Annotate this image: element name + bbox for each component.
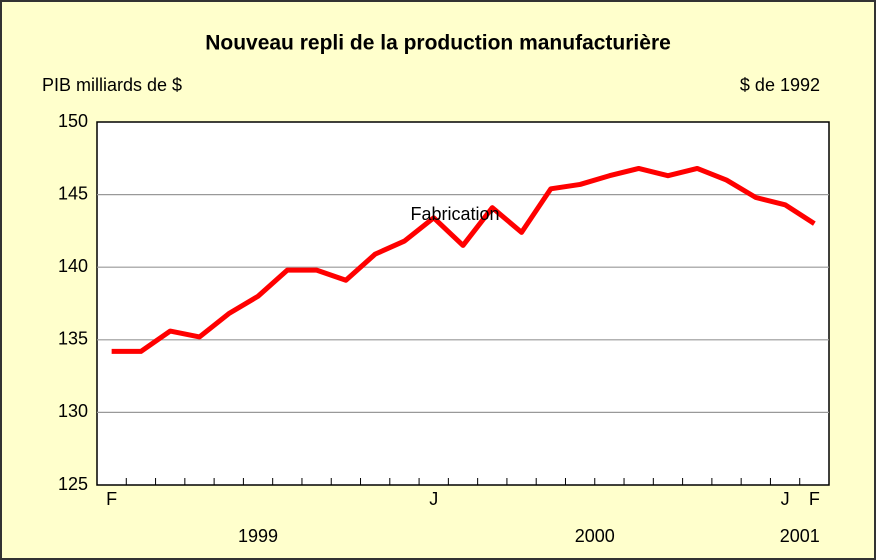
y-tick-label: 150 bbox=[58, 111, 88, 131]
annotation: Fabrication bbox=[410, 204, 499, 224]
x-tick-label: F bbox=[809, 489, 820, 509]
y-tick-label: 130 bbox=[58, 401, 88, 421]
x-group-label: 2001 bbox=[780, 526, 820, 546]
x-tick-label: J bbox=[429, 489, 438, 509]
x-group-label: 2000 bbox=[575, 526, 615, 546]
chart-title: Nouveau repli de la production manufactu… bbox=[205, 32, 671, 55]
plot-area bbox=[96, 121, 830, 486]
y-axis-label: PIB milliards de $ bbox=[42, 75, 182, 95]
x-group-label: 1999 bbox=[238, 526, 278, 546]
y-tick-label: 135 bbox=[58, 329, 88, 349]
y-tick-label: 140 bbox=[58, 256, 88, 276]
x-tick-label: F bbox=[106, 489, 117, 509]
x-tick-label: J bbox=[781, 489, 790, 509]
units-note: $ de 1992 bbox=[740, 75, 820, 95]
y-tick-label: 125 bbox=[58, 474, 88, 494]
y-tick-label: 145 bbox=[58, 183, 88, 203]
data-line bbox=[111, 165, 816, 354]
